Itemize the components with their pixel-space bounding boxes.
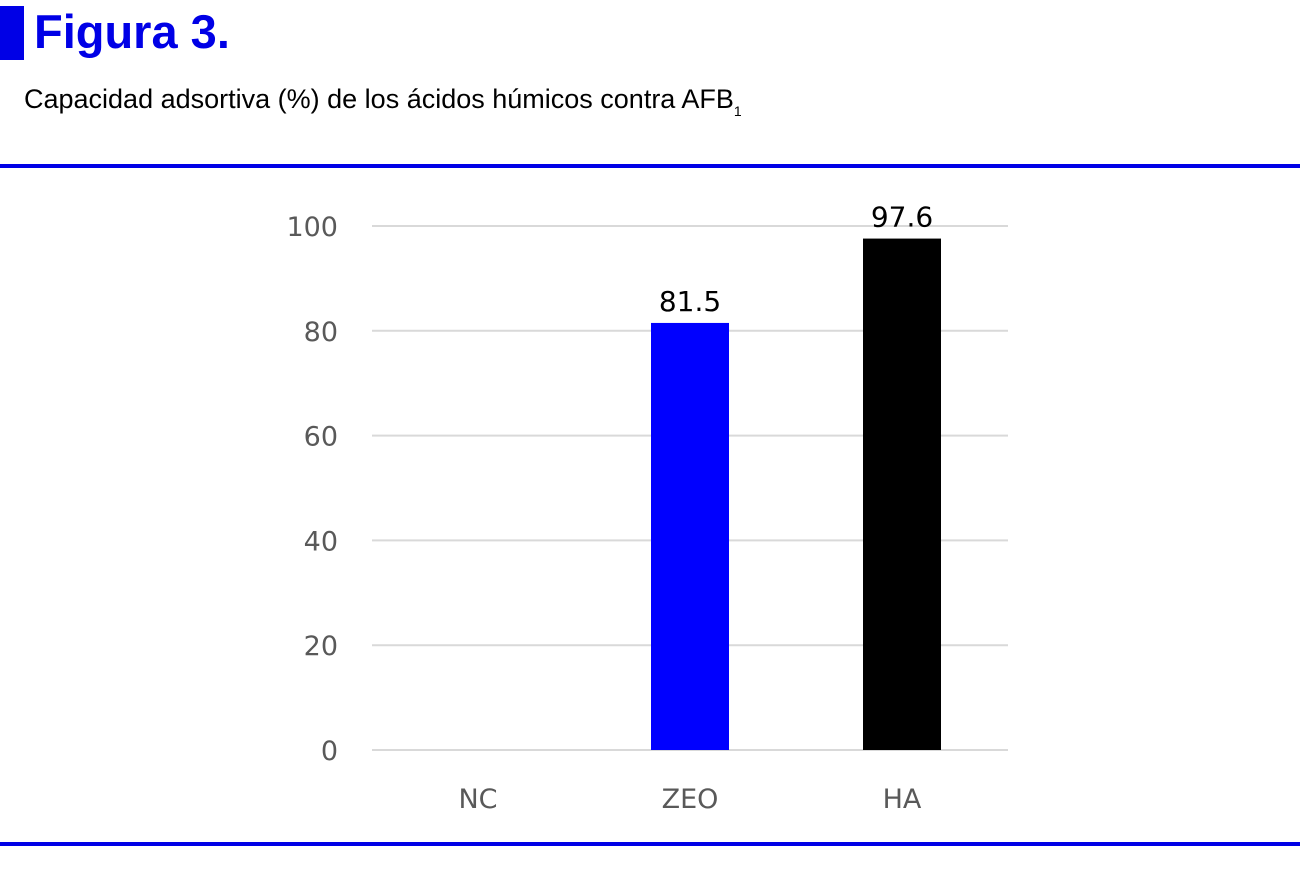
y-tick-label: 0 <box>321 736 338 767</box>
top-divider <box>0 164 1300 168</box>
y-tick-label: 60 <box>304 422 338 453</box>
figure-marker <box>0 6 24 60</box>
x-tick-label: NC <box>458 784 497 815</box>
bar-zeo <box>651 322 729 750</box>
data-label: 81.5 <box>659 285 721 318</box>
figure-label: Figura 3. <box>34 5 230 58</box>
y-tick-label: 100 <box>286 212 338 243</box>
y-tick-label: 40 <box>304 526 338 557</box>
caption-subscript: 1 <box>733 103 742 119</box>
bottom-divider <box>0 842 1300 846</box>
caption-text: Capacidad adsortiva (%) de los ácidos hú… <box>24 84 734 114</box>
y-tick-label: 20 <box>304 631 338 662</box>
x-tick-label: ZEO <box>662 784 719 815</box>
x-tick-label: HA <box>883 784 922 815</box>
data-label: 97.6 <box>871 201 933 234</box>
figure-caption: Capacidad adsortiva (%) de los ácidos hú… <box>24 84 742 119</box>
y-tick-label: 80 <box>304 317 338 348</box>
bar-ha <box>863 238 941 751</box>
